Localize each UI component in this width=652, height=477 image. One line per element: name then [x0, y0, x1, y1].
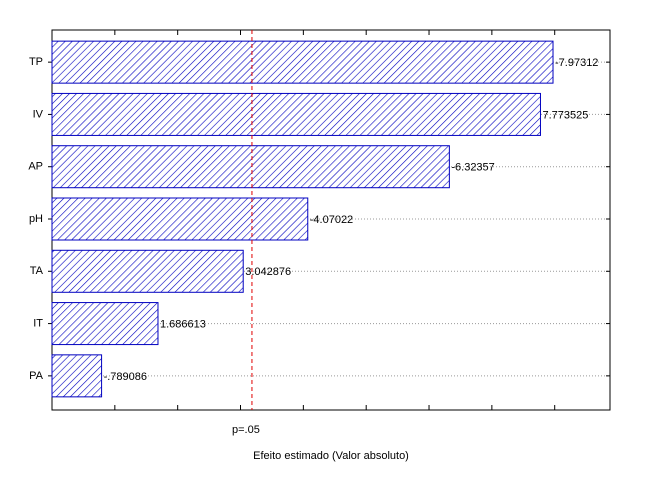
value-label: 7.773525 [542, 109, 588, 121]
y-tick-label: IT [33, 317, 43, 329]
x-axis-title: Efeito estimado (Valor absoluto) [253, 450, 409, 462]
value-label: -4.07022 [310, 214, 353, 226]
y-tick-label: pH [29, 213, 43, 225]
bar [51, 197, 309, 241]
y-tick-label: TA [30, 265, 44, 277]
bar [51, 249, 244, 293]
bar [51, 40, 554, 84]
value-label: -7.97312 [555, 57, 598, 69]
y-tick-label: PA [29, 370, 44, 382]
bar [51, 92, 541, 136]
y-tick-label: TP [29, 56, 43, 68]
bar [51, 302, 159, 346]
bar [51, 354, 103, 398]
threshold-label: p=.05 [232, 424, 260, 436]
value-label: 3.042876 [245, 266, 291, 278]
bar [51, 145, 450, 189]
y-tick-label: IV [33, 108, 44, 120]
value-label: -.789086 [104, 371, 147, 383]
value-label: 1.686613 [160, 318, 206, 330]
value-label: -6.32357 [451, 162, 494, 174]
y-tick-label: AP [28, 161, 43, 173]
